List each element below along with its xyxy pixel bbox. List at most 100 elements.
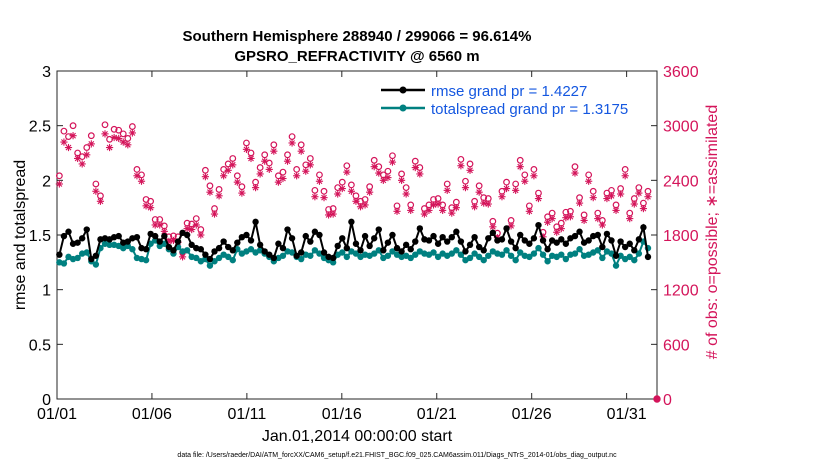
rmse-point <box>503 225 510 232</box>
obs-assimilated-point <box>534 194 543 203</box>
obs-assimilated-point <box>630 200 638 208</box>
obs-assimilated-point <box>78 160 86 168</box>
rmse-point <box>133 233 141 241</box>
plot-area <box>56 70 658 400</box>
rmse-point <box>393 244 401 252</box>
totalspread-point <box>558 251 565 258</box>
rmse-point <box>243 231 250 239</box>
rmse-point <box>412 238 419 245</box>
rmse-point <box>416 225 424 232</box>
obs-assimilated-point <box>265 165 273 173</box>
obs-assimilated-point <box>411 163 419 172</box>
obs-assimilated-point <box>338 184 346 193</box>
totalspread-point <box>526 253 533 261</box>
rmse-point <box>320 249 328 256</box>
rmse-point <box>211 248 218 255</box>
rmse-point <box>612 252 620 259</box>
obs-assimilated-point <box>416 170 424 178</box>
obs-assimilated-point <box>530 172 538 180</box>
totalspread-point <box>485 252 492 259</box>
totalspread-point <box>617 252 624 259</box>
rmse-point <box>270 254 278 262</box>
obs-assimilated-point <box>388 158 397 166</box>
y-right-tick-label: 2400 <box>663 173 699 190</box>
rmse-point <box>594 231 601 239</box>
obs-assimilated-point <box>156 221 164 229</box>
obs-assimilated-point <box>525 207 533 215</box>
obs-assimilated-point <box>352 197 360 205</box>
y-right-tick-label: 1200 <box>663 283 699 300</box>
rmse-point <box>334 242 341 250</box>
totalspread-point <box>626 253 633 261</box>
rmse-point <box>183 231 191 239</box>
totalspread-point <box>384 252 392 259</box>
obs-assimilated-point <box>512 186 520 194</box>
rmse-point <box>151 232 159 240</box>
obs-assimilated-point <box>270 147 278 155</box>
rmse-point <box>425 237 433 244</box>
obs-assimilated-point <box>461 184 470 192</box>
obs-assimilated-point <box>480 199 488 207</box>
totalspread-point <box>453 247 460 254</box>
rmse-point <box>165 243 173 251</box>
y-right-tick-label: 0 <box>663 392 672 409</box>
rmse-point <box>293 252 300 259</box>
chart-title: Southern Hemisphere 288940 / 299066 = 96… <box>183 28 532 45</box>
totalspread-point <box>480 256 487 264</box>
rmse-point <box>489 229 497 237</box>
obs-assimilated-point <box>644 193 652 201</box>
obs-assimilated-point <box>55 180 63 188</box>
rmse-point <box>279 244 287 252</box>
rmse-point <box>571 232 579 240</box>
totalspread-point <box>74 254 81 262</box>
rmse-point <box>644 253 652 261</box>
totalspread-point <box>206 262 214 269</box>
rmse-point <box>480 247 487 254</box>
totalspread-point <box>229 256 236 264</box>
totalspread-point <box>434 253 442 261</box>
obs-assimilated-point <box>197 231 205 239</box>
obs-assimilated-point <box>247 154 255 163</box>
obs-assimilated-point <box>101 130 109 138</box>
totalspread-point <box>307 252 314 259</box>
rmse-point <box>457 238 465 245</box>
obs-assimilated-point <box>69 132 77 140</box>
obs-assimilated-point <box>489 223 497 231</box>
obs-assimilated-point <box>147 204 155 212</box>
rmse-point <box>343 244 351 252</box>
obs-assimilated-point <box>498 193 506 201</box>
obs-assimilated-point <box>379 176 387 184</box>
obs-assimilated-point <box>87 140 95 148</box>
obs-assimilated-point <box>557 225 565 233</box>
obs-assimilated-point <box>571 169 579 177</box>
rmse-line <box>58 221 649 261</box>
rmse-point <box>92 252 100 259</box>
obs-assimilated-point <box>543 218 552 226</box>
rmse-point <box>202 251 209 258</box>
obs-assimilated-point <box>575 199 584 207</box>
totalspread-point <box>512 256 519 264</box>
totalspread-point <box>562 255 570 263</box>
obs-assimilated-point <box>452 204 460 212</box>
obs-assimilated-point <box>302 167 310 175</box>
rmse-point <box>576 228 583 235</box>
obs-assimilated-point <box>598 221 606 229</box>
totalspread-point <box>339 249 346 256</box>
obs-assimilated-point <box>188 225 196 234</box>
rmse-point <box>453 228 460 235</box>
obs-assimilated-point <box>124 141 132 149</box>
obs-assimilated-point <box>279 174 287 183</box>
totalspread-point <box>466 254 474 262</box>
totalspread-point <box>215 254 223 262</box>
obs-assimilated-point <box>612 206 620 214</box>
obs-assimilated-point <box>261 157 269 165</box>
x-tick-label: 01/06 <box>132 406 172 423</box>
totalspread-point <box>631 256 638 264</box>
rmse-point <box>83 226 90 233</box>
axis-ticks <box>56 70 657 400</box>
y-right-axis-label: # of obs: o=possible; ∗=assimilated <box>704 105 721 359</box>
totalspread-point <box>389 248 396 255</box>
rmse-point <box>261 248 268 255</box>
obs-assimilated-point <box>251 184 260 192</box>
rmse-point <box>302 232 309 240</box>
